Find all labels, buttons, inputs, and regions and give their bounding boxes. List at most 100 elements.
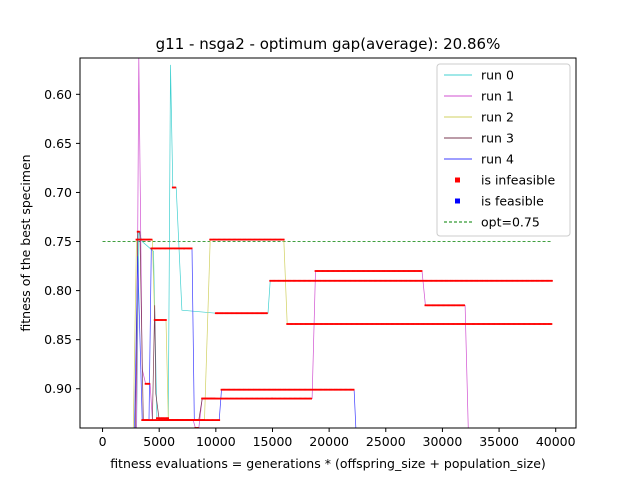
data-point-marker xyxy=(349,388,351,391)
data-point-marker xyxy=(386,270,389,272)
data-point-marker xyxy=(224,388,227,391)
data-point-marker xyxy=(156,247,159,250)
data-point-marker xyxy=(298,323,301,325)
data-point-marker xyxy=(379,323,382,325)
data-point-marker xyxy=(299,279,301,282)
data-point-marker xyxy=(286,323,289,325)
data-point-marker xyxy=(322,323,325,325)
data-point-marker xyxy=(401,323,403,325)
data-point-marker xyxy=(473,323,475,325)
data-point-marker xyxy=(159,417,162,420)
data-point-marker xyxy=(428,279,431,282)
data-point-marker xyxy=(369,270,372,272)
data-point-marker xyxy=(173,186,175,189)
y-tick-label: 0.65 xyxy=(44,136,72,151)
data-point-marker xyxy=(218,397,221,400)
data-point-marker xyxy=(254,388,257,391)
data-point-marker xyxy=(415,270,418,272)
data-point-marker xyxy=(435,323,438,325)
data-point-marker xyxy=(301,323,304,325)
data-point-marker xyxy=(386,323,388,325)
data-point-marker xyxy=(522,279,525,282)
data-point-marker xyxy=(241,397,243,400)
data-point-marker xyxy=(292,323,295,325)
legend-label: run 4 xyxy=(481,152,514,167)
x-tick-label: 10000 xyxy=(196,434,236,449)
data-point-marker xyxy=(233,312,236,315)
data-point-marker xyxy=(164,417,167,420)
data-point-marker xyxy=(519,323,522,325)
data-point-marker xyxy=(395,270,398,272)
data-point-marker xyxy=(376,279,379,282)
data-point-marker xyxy=(452,279,455,282)
data-point-marker xyxy=(355,270,358,272)
data-point-marker xyxy=(530,323,533,325)
data-point-marker xyxy=(318,323,321,325)
data-point-marker xyxy=(518,323,520,325)
data-point-marker xyxy=(429,304,432,307)
data-point-marker xyxy=(326,279,329,282)
data-point-marker xyxy=(348,270,351,272)
data-point-marker xyxy=(227,397,230,400)
data-point-marker xyxy=(256,238,259,241)
data-point-marker xyxy=(379,270,382,272)
data-point-marker xyxy=(474,279,477,282)
data-point-marker xyxy=(487,323,489,325)
data-point-marker xyxy=(352,279,355,282)
data-point-marker xyxy=(321,279,324,282)
data-point-marker xyxy=(435,279,437,282)
data-point-marker xyxy=(324,270,327,272)
data-point-marker xyxy=(462,323,464,325)
legend-marker-swatch xyxy=(455,177,460,183)
data-point-marker xyxy=(313,323,316,325)
data-point-marker xyxy=(312,323,315,325)
data-point-marker xyxy=(151,247,154,250)
data-point-marker xyxy=(509,323,512,325)
data-point-marker xyxy=(256,312,258,315)
data-point-marker xyxy=(368,270,370,272)
data-point-marker xyxy=(471,279,473,282)
data-point-marker xyxy=(315,323,317,325)
data-point-marker xyxy=(528,323,530,325)
data-point-marker xyxy=(151,419,153,421)
data-point-marker xyxy=(365,279,368,282)
data-point-marker xyxy=(273,279,275,282)
data-point-marker xyxy=(523,323,525,325)
data-point-marker xyxy=(511,323,514,325)
data-point-marker xyxy=(253,388,255,391)
data-point-marker xyxy=(224,238,226,241)
data-point-marker xyxy=(259,388,261,391)
data-point-marker xyxy=(428,304,431,307)
x-tick-label: 5000 xyxy=(143,434,175,449)
data-point-marker xyxy=(388,323,391,325)
data-point-marker xyxy=(214,419,217,421)
data-point-marker xyxy=(336,388,339,391)
data-point-marker xyxy=(169,419,172,421)
data-point-marker xyxy=(450,279,452,282)
data-point-marker xyxy=(205,397,207,400)
data-point-marker xyxy=(390,279,392,282)
data-point-marker xyxy=(528,279,531,282)
data-point-marker xyxy=(330,270,333,272)
data-point-marker xyxy=(401,270,404,272)
data-point-marker xyxy=(223,312,226,315)
data-point-marker xyxy=(454,304,457,307)
data-point-marker xyxy=(389,279,391,282)
legend-label: run 3 xyxy=(481,131,514,146)
data-point-marker xyxy=(165,319,167,321)
data-point-marker xyxy=(542,279,544,282)
data-point-marker xyxy=(276,279,279,282)
data-point-marker xyxy=(408,270,410,272)
data-point-marker xyxy=(331,279,334,282)
data-point-marker xyxy=(261,397,263,400)
data-point-marker xyxy=(396,323,398,325)
data-point-marker xyxy=(165,247,168,250)
data-point-marker xyxy=(447,279,450,282)
data-point-marker xyxy=(327,279,330,282)
data-point-marker xyxy=(406,279,409,282)
data-point-marker xyxy=(444,304,447,307)
data-point-marker xyxy=(366,323,368,325)
data-point-marker xyxy=(510,323,513,325)
data-point-marker xyxy=(184,247,187,250)
data-point-marker xyxy=(149,419,152,421)
